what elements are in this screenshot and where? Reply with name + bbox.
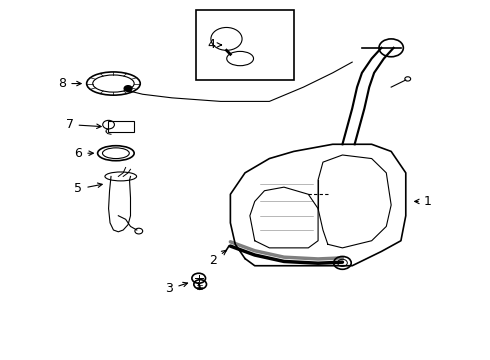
Text: 6: 6 (74, 147, 94, 160)
Text: 8: 8 (58, 77, 81, 90)
Text: 3: 3 (166, 282, 188, 296)
Text: 4: 4 (207, 39, 221, 51)
Bar (196, 10, 294, 80)
Text: 2: 2 (209, 250, 226, 267)
Text: 1: 1 (415, 195, 432, 208)
Text: 7: 7 (66, 118, 101, 131)
Text: 5: 5 (74, 183, 102, 195)
Circle shape (124, 86, 132, 91)
